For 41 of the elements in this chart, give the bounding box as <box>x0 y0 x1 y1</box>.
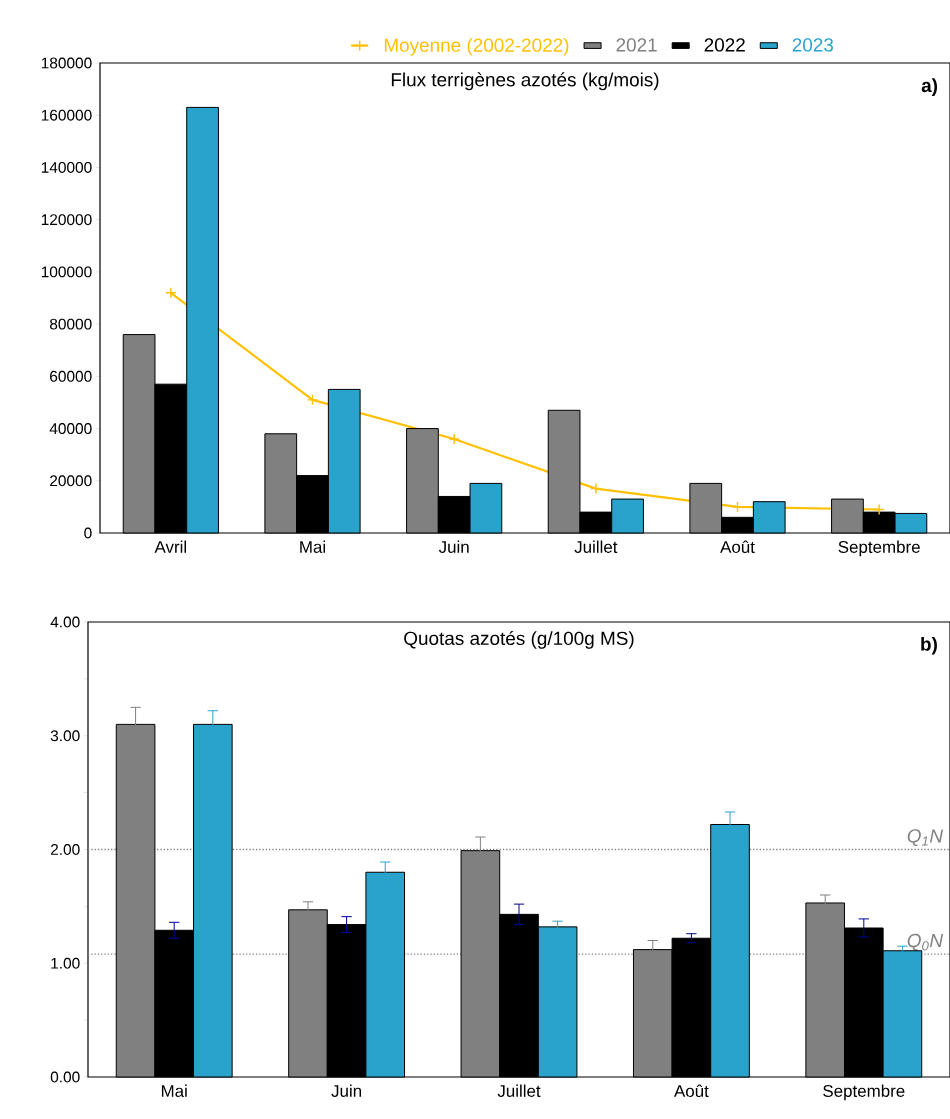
y-tick-label: 140000 <box>41 161 92 173</box>
point <box>165 287 177 299</box>
x-tick-label: Août <box>720 540 755 554</box>
legend-label: Moyenne (2002-2022) <box>384 37 569 56</box>
point <box>448 433 460 445</box>
y-tick-label: 60000 <box>50 370 92 382</box>
chart-title: Flux terrigènes azotés (kg/mois) <box>391 72 659 91</box>
legend-label: 2022 <box>704 38 745 52</box>
point <box>590 482 602 495</box>
y-tick-label: 160000 <box>41 109 92 121</box>
y-tick-label: 180000 <box>41 57 92 69</box>
y-tick-label: 20000 <box>50 475 92 487</box>
legend-label: 2021 <box>616 38 657 52</box>
annotation: b) <box>921 636 937 655</box>
y-tick-label: 3.00 <box>50 730 80 742</box>
y-tick-label: 0 <box>84 527 92 539</box>
y-tick-label: 120000 <box>41 214 92 226</box>
x-tick-label: Juillet <box>574 540 618 553</box>
x-tick-label: Avril <box>154 540 187 553</box>
x-tick-label: Septembre <box>838 540 920 557</box>
y-tick-label: 4.00 <box>50 616 80 628</box>
legend-label: 2023 <box>792 38 834 52</box>
x-tick-label: Juin <box>331 1084 362 1097</box>
ref-line-label: Q$_{0}$N <box>907 933 944 951</box>
y-tick-label: 40000 <box>49 423 92 435</box>
y-tick-label: 0.00 <box>50 1071 80 1083</box>
x-tick-label: Mai <box>161 1084 187 1097</box>
ref-line-label: Q$_{1}$N <box>907 829 944 846</box>
chart-title: Quotas azotés (g/100g MS) <box>404 630 634 649</box>
y-tick-label: 80000 <box>49 318 92 330</box>
y-tick-label: 100000 <box>41 266 92 278</box>
y-tick-label: 2.00 <box>50 844 80 855</box>
x-tick-label: Septembre <box>823 1084 905 1101</box>
x-tick-label: Mai <box>300 540 326 553</box>
y-tick-label: 1.00 <box>51 957 80 969</box>
x-tick-label: Juin <box>438 540 469 553</box>
point <box>873 503 885 516</box>
x-tick-label: Juillet <box>497 1084 541 1097</box>
annotation: a) <box>921 78 938 96</box>
x-tick-label: Août <box>674 1084 709 1098</box>
point <box>306 394 319 406</box>
